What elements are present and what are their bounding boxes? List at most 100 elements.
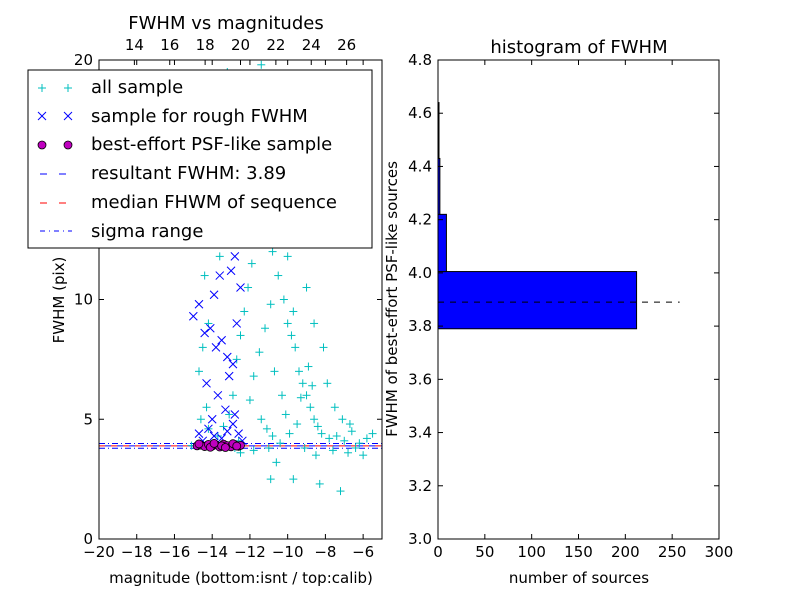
rough-sample-point-1	[194, 299, 204, 309]
all-sample-point-31	[274, 271, 283, 280]
all-sample-point-49	[300, 443, 309, 452]
all-sample-point-91	[338, 415, 347, 424]
rough-sample-point-25	[228, 419, 238, 429]
all-sample-point-7	[200, 271, 209, 280]
left-y-tick-label-0: 0	[83, 530, 93, 548]
top-x-tick-label-6: 26	[337, 36, 356, 54]
rough-sample-point-9	[236, 283, 245, 292]
rough-sample-point-2	[200, 328, 210, 338]
all-sample-point-93	[351, 443, 360, 452]
left-plot-area	[99, 60, 382, 496]
rough-sample-point-19	[230, 410, 240, 419]
right-x-tick-label-1: 50	[475, 543, 494, 561]
right-y-tick-label-6: 4.2	[408, 211, 432, 229]
rough-sample-point-6-b	[222, 352, 232, 362]
all-sample-point-86	[302, 283, 311, 292]
right-x-axis-label: number of sources	[509, 569, 649, 587]
rough-sample-point-22-b	[209, 431, 219, 441]
right-x-tick-label-2: 100	[517, 543, 546, 561]
all-sample-point-61	[264, 443, 273, 452]
top-x-tick-label-2: 18	[196, 36, 215, 54]
rough-sample-point-20-b	[207, 414, 217, 424]
all-sample-point-70	[308, 381, 317, 390]
all-sample-point-14	[213, 432, 222, 441]
top-x-tick-label-4: 22	[266, 36, 285, 54]
right-y-tick-label-2: 3.4	[408, 424, 432, 442]
right-plot-area	[437, 102, 680, 330]
rough-sample-point-29-b	[194, 429, 204, 438]
all-sample-point-21	[244, 283, 253, 292]
all-sample-point-76	[245, 396, 254, 405]
all-sample-point-64	[270, 367, 279, 376]
left-chart-title: FWHM vs magnitudes	[128, 13, 323, 34]
rough-sample-point-21-b	[204, 424, 213, 434]
all-sample-point-19	[236, 331, 245, 340]
all-sample-point-22	[247, 259, 256, 268]
left-x-tick-label-4: −12	[234, 543, 266, 561]
all-sample-point-47	[355, 439, 364, 448]
rough-sample-point-3	[205, 323, 215, 333]
all-sample-point-36	[294, 367, 303, 376]
left-x-tick-label-2: −16	[159, 543, 191, 561]
left-x-tick-label-5: −10	[272, 543, 304, 561]
rough-sample-point-29	[194, 429, 204, 438]
rough-sample-point-10-b	[226, 266, 236, 276]
right-x-tick-label-5: 250	[658, 543, 687, 561]
rough-sample-point-17-b	[221, 405, 230, 415]
all-sample-point-90	[330, 403, 339, 412]
all-sample-point-39	[306, 403, 315, 412]
left-y-axis-label: FWHM (pix)	[50, 257, 68, 344]
rough-sample-point-10	[226, 266, 236, 276]
right-chart-title: histogram of FWHM	[490, 37, 667, 58]
rough-sample-point-15-b	[202, 378, 211, 388]
all-sample-point-75	[249, 372, 258, 381]
right-x-tick-label-6: 300	[705, 543, 734, 561]
histogram-bar-1	[437, 213, 447, 273]
rough-sample-point-5	[217, 335, 226, 345]
legend-samples	[37, 84, 73, 232]
all-sample-point-58	[266, 475, 275, 484]
psf-sample-point-19	[232, 441, 242, 451]
all-sample-point-48	[362, 434, 371, 443]
top-x-tick-label-1: 16	[160, 36, 179, 54]
rough-sample-point-7	[228, 359, 238, 369]
rough-sample-point-14	[209, 290, 219, 300]
rough-sample-point-0	[188, 311, 198, 321]
all-sample-point-67	[293, 420, 302, 429]
all-sample-point-95	[283, 252, 292, 261]
all-sample-point-63	[285, 429, 294, 438]
rough-sample-point-1-b	[194, 299, 204, 309]
rough-sample-point-18	[224, 371, 234, 381]
all-sample-point-44	[332, 432, 341, 441]
rough-sample-point-6	[222, 352, 232, 362]
left-ticks: −20 −18 −16 −14 −12 −10 −8 −6 0 5 10 20 14 16 18 20 22 24…	[74, 36, 382, 561]
right-y-tick-label-8: 4.6	[408, 104, 432, 122]
left-x-axis-label: magnitude (bottom:isnt / top:calib)	[109, 569, 373, 587]
rough-sample-point-15	[202, 378, 211, 388]
rough-sample-point-22	[209, 431, 219, 441]
all-sample-point-2	[257, 60, 266, 69]
right-x-tick-label-0: 0	[433, 543, 443, 561]
all-sample-point-73	[261, 324, 270, 333]
right-y-tick-label-5: 4.0	[408, 264, 432, 282]
top-x-tick-label-3: 20	[231, 36, 250, 54]
all-sample-point-45	[340, 436, 349, 445]
rough-sample-point-3-b	[205, 323, 215, 333]
all-sample-point-20	[240, 307, 249, 316]
all-sample-point-11	[202, 403, 211, 412]
psf-sample-point-17	[209, 439, 219, 448]
right-y-tick-label-0: 3.0	[408, 530, 432, 548]
right-x-tick-label-4: 200	[611, 543, 640, 561]
legend-marker-psf-sample-1	[37, 140, 47, 150]
rough-sample-point-25-b	[228, 419, 238, 429]
rough-sample-point-4	[211, 343, 221, 352]
all-sample-point-38	[302, 391, 311, 400]
left-x-tick-label-0: −20	[83, 543, 115, 561]
left-x-tick-label-7: −6	[352, 543, 374, 561]
left-x-tick-label-3: −14	[196, 543, 228, 561]
rough-sample-point-5-b	[217, 335, 226, 345]
all-sample-point-30	[268, 247, 277, 256]
right-y-tick-label-1: 3.2	[408, 477, 432, 495]
right-x-tick-label-3: 150	[564, 543, 593, 561]
all-sample-point-34	[287, 331, 296, 340]
